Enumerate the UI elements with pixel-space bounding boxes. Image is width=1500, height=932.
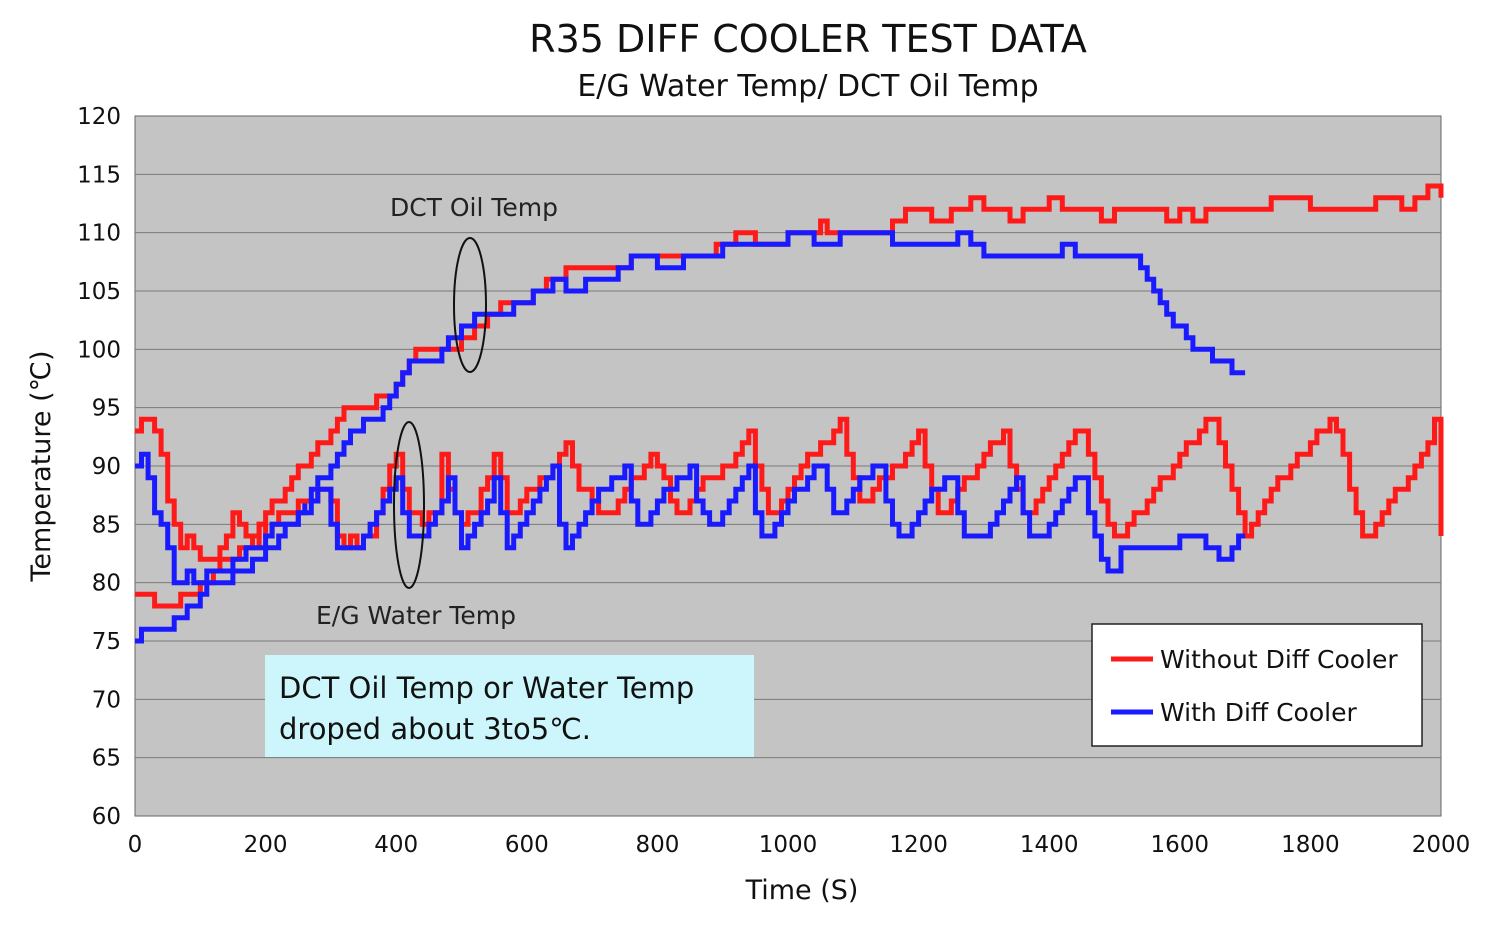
legend-label-with: With Diff Cooler (1160, 698, 1357, 727)
x-tick-1800: 1800 (1281, 832, 1340, 858)
x-tick-2000: 2000 (1412, 832, 1471, 858)
x-tick-1200: 1200 (889, 832, 948, 858)
oil-temp-callout-ellipse (453, 237, 487, 373)
y-tick-labels: 60 65 70 75 80 85 90 95 100 105 110 115 120 (77, 104, 121, 830)
y-tick-85: 85 (92, 512, 121, 538)
y-tick-110: 110 (77, 221, 121, 247)
chart-title: R35 DIFF COOLER TEST DATA (529, 17, 1087, 61)
x-tick-labels: 0 200 400 600 800 1000 1200 1400 1600 1800 2000 (128, 832, 1471, 858)
x-tick-1400: 1400 (1020, 832, 1079, 858)
y-tick-75: 75 (92, 629, 121, 655)
x-axis-label: Time (S) (745, 875, 859, 906)
y-tick-95: 95 (92, 396, 121, 422)
series-line-3 (135, 451, 1246, 586)
y-tick-120: 120 (77, 104, 121, 130)
x-tick-800: 800 (635, 832, 679, 858)
chart-subtitle: E/G Water Temp/ DCT Oil Temp (577, 69, 1038, 104)
y-tick-115: 115 (77, 162, 121, 188)
series-lines (135, 183, 1444, 644)
water-temp-callout-ellipse (393, 421, 425, 589)
y-tick-90: 90 (92, 454, 121, 480)
legend-box (1091, 623, 1423, 747)
water-temp-annotation: E/G Water Temp (316, 601, 516, 630)
x-tick-200: 200 (244, 832, 288, 858)
y-tick-70: 70 (92, 687, 121, 713)
y-tick-65: 65 (92, 746, 121, 772)
x-tick-0: 0 (128, 832, 143, 858)
note-line-2: droped about 3to5℃. (279, 712, 591, 746)
x-tick-400: 400 (374, 832, 418, 858)
x-tick-1000: 1000 (759, 832, 818, 858)
y-tick-100: 100 (77, 337, 121, 363)
note-line-1: DCT Oil Temp or Water Temp (279, 671, 694, 705)
y-tick-60: 60 (92, 804, 121, 830)
x-tick-600: 600 (505, 832, 549, 858)
y-axis-label: Temperature (℃) (26, 350, 57, 582)
y-tick-105: 105 (77, 279, 121, 305)
note-box (265, 655, 754, 757)
x-tick-1600: 1600 (1151, 832, 1210, 858)
oil-temp-annotation: DCT Oil Temp (390, 193, 558, 222)
y-tick-80: 80 (92, 571, 121, 597)
legend-label-without: Without Diff Cooler (1160, 645, 1398, 674)
